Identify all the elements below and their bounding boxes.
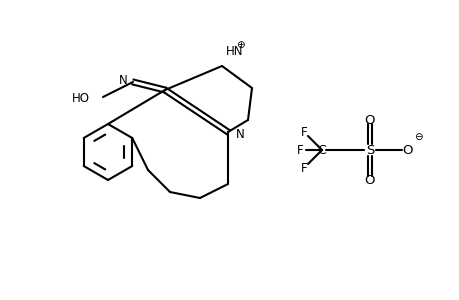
Text: O: O — [402, 143, 412, 157]
Text: ⊖: ⊖ — [413, 132, 422, 142]
Text: HN: HN — [225, 45, 243, 58]
Text: S: S — [365, 143, 373, 157]
Text: F: F — [300, 161, 307, 175]
Text: F: F — [300, 125, 307, 139]
Text: ⊕: ⊕ — [235, 40, 244, 50]
Text: N: N — [235, 128, 244, 142]
Text: O: O — [364, 113, 375, 127]
Text: O: O — [364, 173, 375, 187]
Text: F: F — [296, 143, 302, 157]
Text: HO: HO — [72, 92, 90, 106]
Text: N: N — [119, 74, 128, 86]
Text: C: C — [317, 143, 326, 157]
